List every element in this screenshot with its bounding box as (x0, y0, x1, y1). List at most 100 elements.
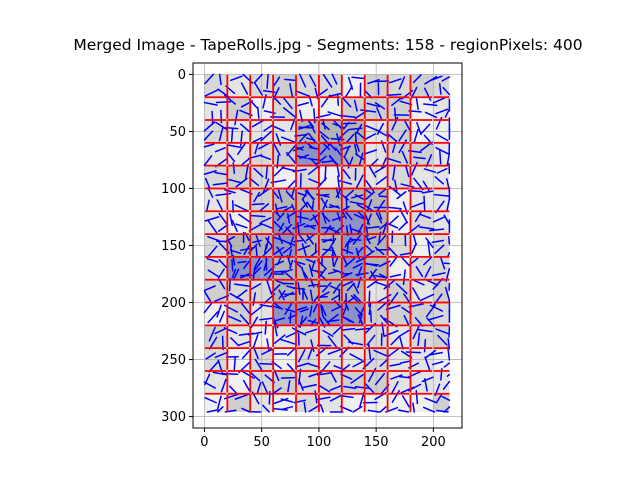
direction-stroke (295, 306, 308, 312)
direction-stroke (435, 133, 449, 142)
direction-stroke (259, 303, 273, 308)
image-cell (410, 97, 434, 121)
direction-stroke (340, 394, 354, 399)
direction-stroke (417, 328, 433, 333)
direction-stroke (280, 338, 296, 345)
direction-stroke (271, 125, 285, 132)
direction-stroke (251, 119, 265, 128)
direction-stroke (250, 305, 263, 316)
direction-stroke (348, 127, 363, 131)
direction-stroke (234, 393, 251, 400)
direction-stroke (227, 144, 243, 149)
direction-stroke (321, 212, 331, 223)
direction-stroke (203, 121, 216, 132)
direction-stroke (352, 282, 360, 294)
direction-stroke (260, 217, 272, 223)
direction-stroke (262, 246, 273, 257)
x-tick-label: 150 (364, 435, 389, 450)
direction-stroke (240, 370, 255, 379)
direction-stroke (301, 268, 309, 279)
y-tick-label: 300 (161, 410, 186, 425)
x-axis: 0 50 100 150 200 (200, 428, 446, 450)
direction-stroke (260, 130, 273, 142)
direction-stroke (352, 359, 366, 368)
direction-stroke (349, 224, 353, 235)
direction-stroke (307, 346, 314, 360)
direction-stroke (357, 132, 365, 140)
direction-stroke (214, 171, 228, 176)
direction-stroke (360, 109, 377, 113)
direction-stroke (415, 96, 419, 111)
direction-stroke (342, 305, 348, 316)
direction-stroke (299, 73, 307, 88)
direction-stroke (228, 277, 231, 292)
direction-stroke (391, 381, 399, 394)
image-cell (433, 188, 450, 212)
direction-stroke (230, 337, 240, 347)
direction-stroke (243, 244, 251, 256)
direction-stroke (329, 228, 340, 234)
direction-stroke (227, 315, 242, 323)
direction-stroke (388, 246, 398, 257)
direction-stroke (365, 125, 380, 132)
direction-stroke (435, 392, 443, 404)
direction-stroke (357, 314, 364, 325)
direction-stroke (240, 82, 249, 95)
direction-stroke (367, 409, 380, 413)
direction-stroke (366, 102, 381, 108)
direction-stroke (262, 404, 270, 413)
direction-stroke (403, 314, 410, 326)
direction-stroke (235, 223, 248, 229)
direction-stroke (226, 151, 236, 163)
direction-stroke (277, 232, 283, 244)
direction-stroke (282, 240, 296, 247)
x-tick-label: 0 (200, 435, 208, 450)
direction-stroke (320, 197, 328, 209)
direction-stroke (289, 236, 295, 247)
direction-stroke (237, 260, 247, 264)
direction-stroke (336, 93, 340, 107)
direction-stroke (331, 73, 338, 85)
direction-stroke (254, 142, 259, 155)
direction-stroke (430, 75, 443, 81)
image-cell (204, 279, 228, 303)
direction-stroke (341, 327, 356, 331)
direction-stroke (425, 154, 433, 168)
direction-stroke (232, 162, 236, 174)
direction-stroke (301, 191, 308, 201)
direction-stroke (382, 221, 388, 235)
direction-stroke (328, 205, 339, 209)
direction-stroke (296, 215, 309, 220)
direction-stroke (234, 204, 249, 212)
direction-stroke (370, 270, 376, 280)
direction-stroke (343, 155, 351, 166)
direction-stroke (307, 165, 320, 175)
direction-stroke (277, 189, 283, 203)
image-cell (296, 142, 319, 166)
direction-stroke (274, 260, 285, 266)
direction-stroke (389, 273, 402, 278)
direction-stroke (413, 156, 426, 160)
y-tick-label: 200 (161, 296, 186, 311)
direction-stroke (369, 167, 377, 178)
direction-stroke (433, 193, 450, 197)
direction-stroke (320, 305, 327, 317)
direction-stroke (312, 303, 318, 313)
direction-stroke (217, 224, 229, 232)
direction-stroke (344, 85, 353, 98)
direction-stroke (326, 319, 340, 323)
direction-stroke (352, 405, 363, 413)
image-cell (204, 256, 228, 280)
direction-stroke (421, 190, 434, 194)
direction-stroke (331, 247, 337, 258)
direction-stroke (358, 313, 363, 324)
image-cell (273, 211, 297, 235)
direction-stroke (253, 266, 262, 276)
direction-stroke (339, 364, 351, 373)
direction-stroke (379, 273, 388, 279)
direction-stroke (291, 327, 307, 336)
direction-stroke (303, 401, 307, 413)
direction-stroke (368, 302, 372, 316)
direction-stroke (423, 256, 433, 266)
direction-stroke (299, 154, 310, 160)
